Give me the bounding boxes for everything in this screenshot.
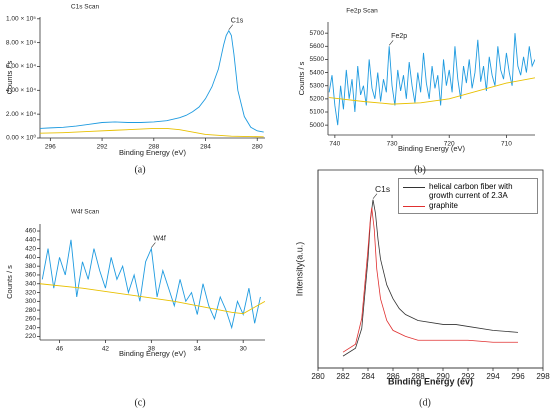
annotation-leader — [372, 193, 378, 199]
x-tick-label: 38 — [148, 346, 156, 353]
caption: (c) — [134, 397, 145, 408]
y-tick-label: 5400 — [310, 69, 325, 76]
y-axis-label: Intensity(a.u.) — [294, 242, 304, 297]
x-tick-label: 710 — [501, 141, 512, 148]
chart-title: Fe2p Scan — [346, 8, 378, 15]
annotation-leader — [388, 40, 394, 46]
y-tick-label: 5000 — [310, 122, 325, 129]
series-line — [328, 33, 535, 126]
x-tick-label: 292 — [97, 144, 108, 151]
x-axis-label: Binding Energy (ev) — [388, 376, 473, 386]
series-line — [40, 283, 265, 315]
legend-label: graphite — [429, 201, 458, 210]
y-tick-label: 2.00 × 10⁴ — [6, 111, 36, 118]
x-tick-label: 296 — [511, 372, 525, 381]
legend-label: helical carbon fiber with growth current… — [429, 182, 513, 200]
y-tick-label: 460 — [25, 228, 36, 235]
x-tick-label: 286 — [386, 372, 400, 381]
x-tick-label: 34 — [194, 346, 202, 353]
annotation: C1s — [375, 184, 390, 194]
y-tick-label: 420 — [25, 245, 36, 252]
annotation-leader — [151, 242, 156, 248]
y-tick-label: 400 — [25, 254, 36, 261]
y-tick-label: 8.00 × 10⁴ — [6, 39, 36, 46]
legend-swatch — [403, 187, 425, 188]
x-axis-label: Binding Energy (eV) — [119, 349, 187, 358]
y-tick-label: 260 — [25, 316, 36, 323]
x-tick-label: 296 — [45, 144, 56, 151]
legend: helical carbon fiber with growth current… — [398, 178, 538, 214]
x-tick-label: 720 — [444, 141, 455, 148]
series-line — [40, 128, 264, 138]
y-tick-label: 5700 — [310, 30, 325, 37]
y-tick-label: 360 — [25, 272, 36, 279]
chart-title: C1s Scan — [71, 4, 100, 11]
caption: (d) — [419, 397, 431, 408]
x-tick-label: 298 — [536, 372, 550, 381]
y-tick-label: 340 — [25, 280, 36, 287]
caption: (a) — [134, 164, 145, 175]
x-axis-label: Binding Energy (eV) — [398, 144, 466, 153]
y-tick-label: 1.00 × 10⁵ — [6, 16, 36, 23]
x-tick-label: 294 — [486, 372, 500, 381]
x-tick-label: 30 — [240, 346, 248, 353]
legend-entry: graphite — [403, 201, 533, 210]
x-tick-label: 284 — [200, 144, 211, 151]
y-tick-label: 5100 — [310, 109, 325, 116]
y-tick-label: 5200 — [310, 96, 325, 103]
y-tick-label: 320 — [25, 289, 36, 296]
x-tick-label: 46 — [56, 346, 64, 353]
series-line — [342, 199, 519, 357]
x-tick-label: 288 — [148, 144, 159, 151]
y-tick-label: 240 — [25, 324, 36, 331]
series-line — [40, 29, 264, 133]
y-axis-label: Counts / s — [297, 61, 306, 95]
y-tick-label: 280 — [25, 307, 36, 314]
x-tick-label: 282 — [336, 372, 350, 381]
y-axis-label: Counts / s — [5, 60, 14, 94]
series-line — [342, 207, 518, 353]
y-axis-label: Counts / s — [5, 265, 14, 299]
legend-swatch — [403, 206, 425, 207]
y-tick-label: 220 — [25, 333, 36, 340]
y-tick-label: 0.00 × 10⁰ — [6, 134, 36, 142]
x-tick-label: 730 — [387, 141, 398, 148]
x-tick-label: 284 — [361, 372, 375, 381]
y-tick-label: 5600 — [310, 43, 325, 50]
annotation: Fe2p — [391, 33, 407, 40]
x-tick-label: 42 — [102, 346, 110, 353]
x-tick-label: 740 — [329, 141, 340, 148]
x-tick-label: 280 — [311, 372, 325, 381]
x-tick-label: 290 — [436, 372, 450, 381]
y-tick-label: 300 — [25, 298, 36, 305]
annotation: W4f — [153, 235, 166, 242]
series-line — [329, 77, 535, 105]
annotation: C1s — [231, 18, 244, 25]
y-tick-label: 4.00 × 10⁴ — [6, 87, 36, 94]
chart-title: W4f Scan — [71, 209, 100, 216]
annotation-leader — [228, 24, 234, 30]
x-tick-label: 280 — [252, 144, 263, 151]
x-tick-label: 288 — [411, 372, 425, 381]
y-tick-label: 5500 — [310, 56, 325, 63]
y-tick-label: 6.00 × 10⁴ — [6, 63, 36, 70]
y-tick-label: 440 — [25, 237, 36, 244]
y-tick-label: 5300 — [310, 82, 325, 89]
x-axis-label: Binding Energy (eV) — [119, 148, 187, 157]
y-tick-label: 380 — [25, 263, 36, 270]
x-tick-label: 292 — [461, 372, 475, 381]
series-line — [41, 239, 261, 330]
legend-entry: helical carbon fiber with growth current… — [403, 182, 533, 200]
